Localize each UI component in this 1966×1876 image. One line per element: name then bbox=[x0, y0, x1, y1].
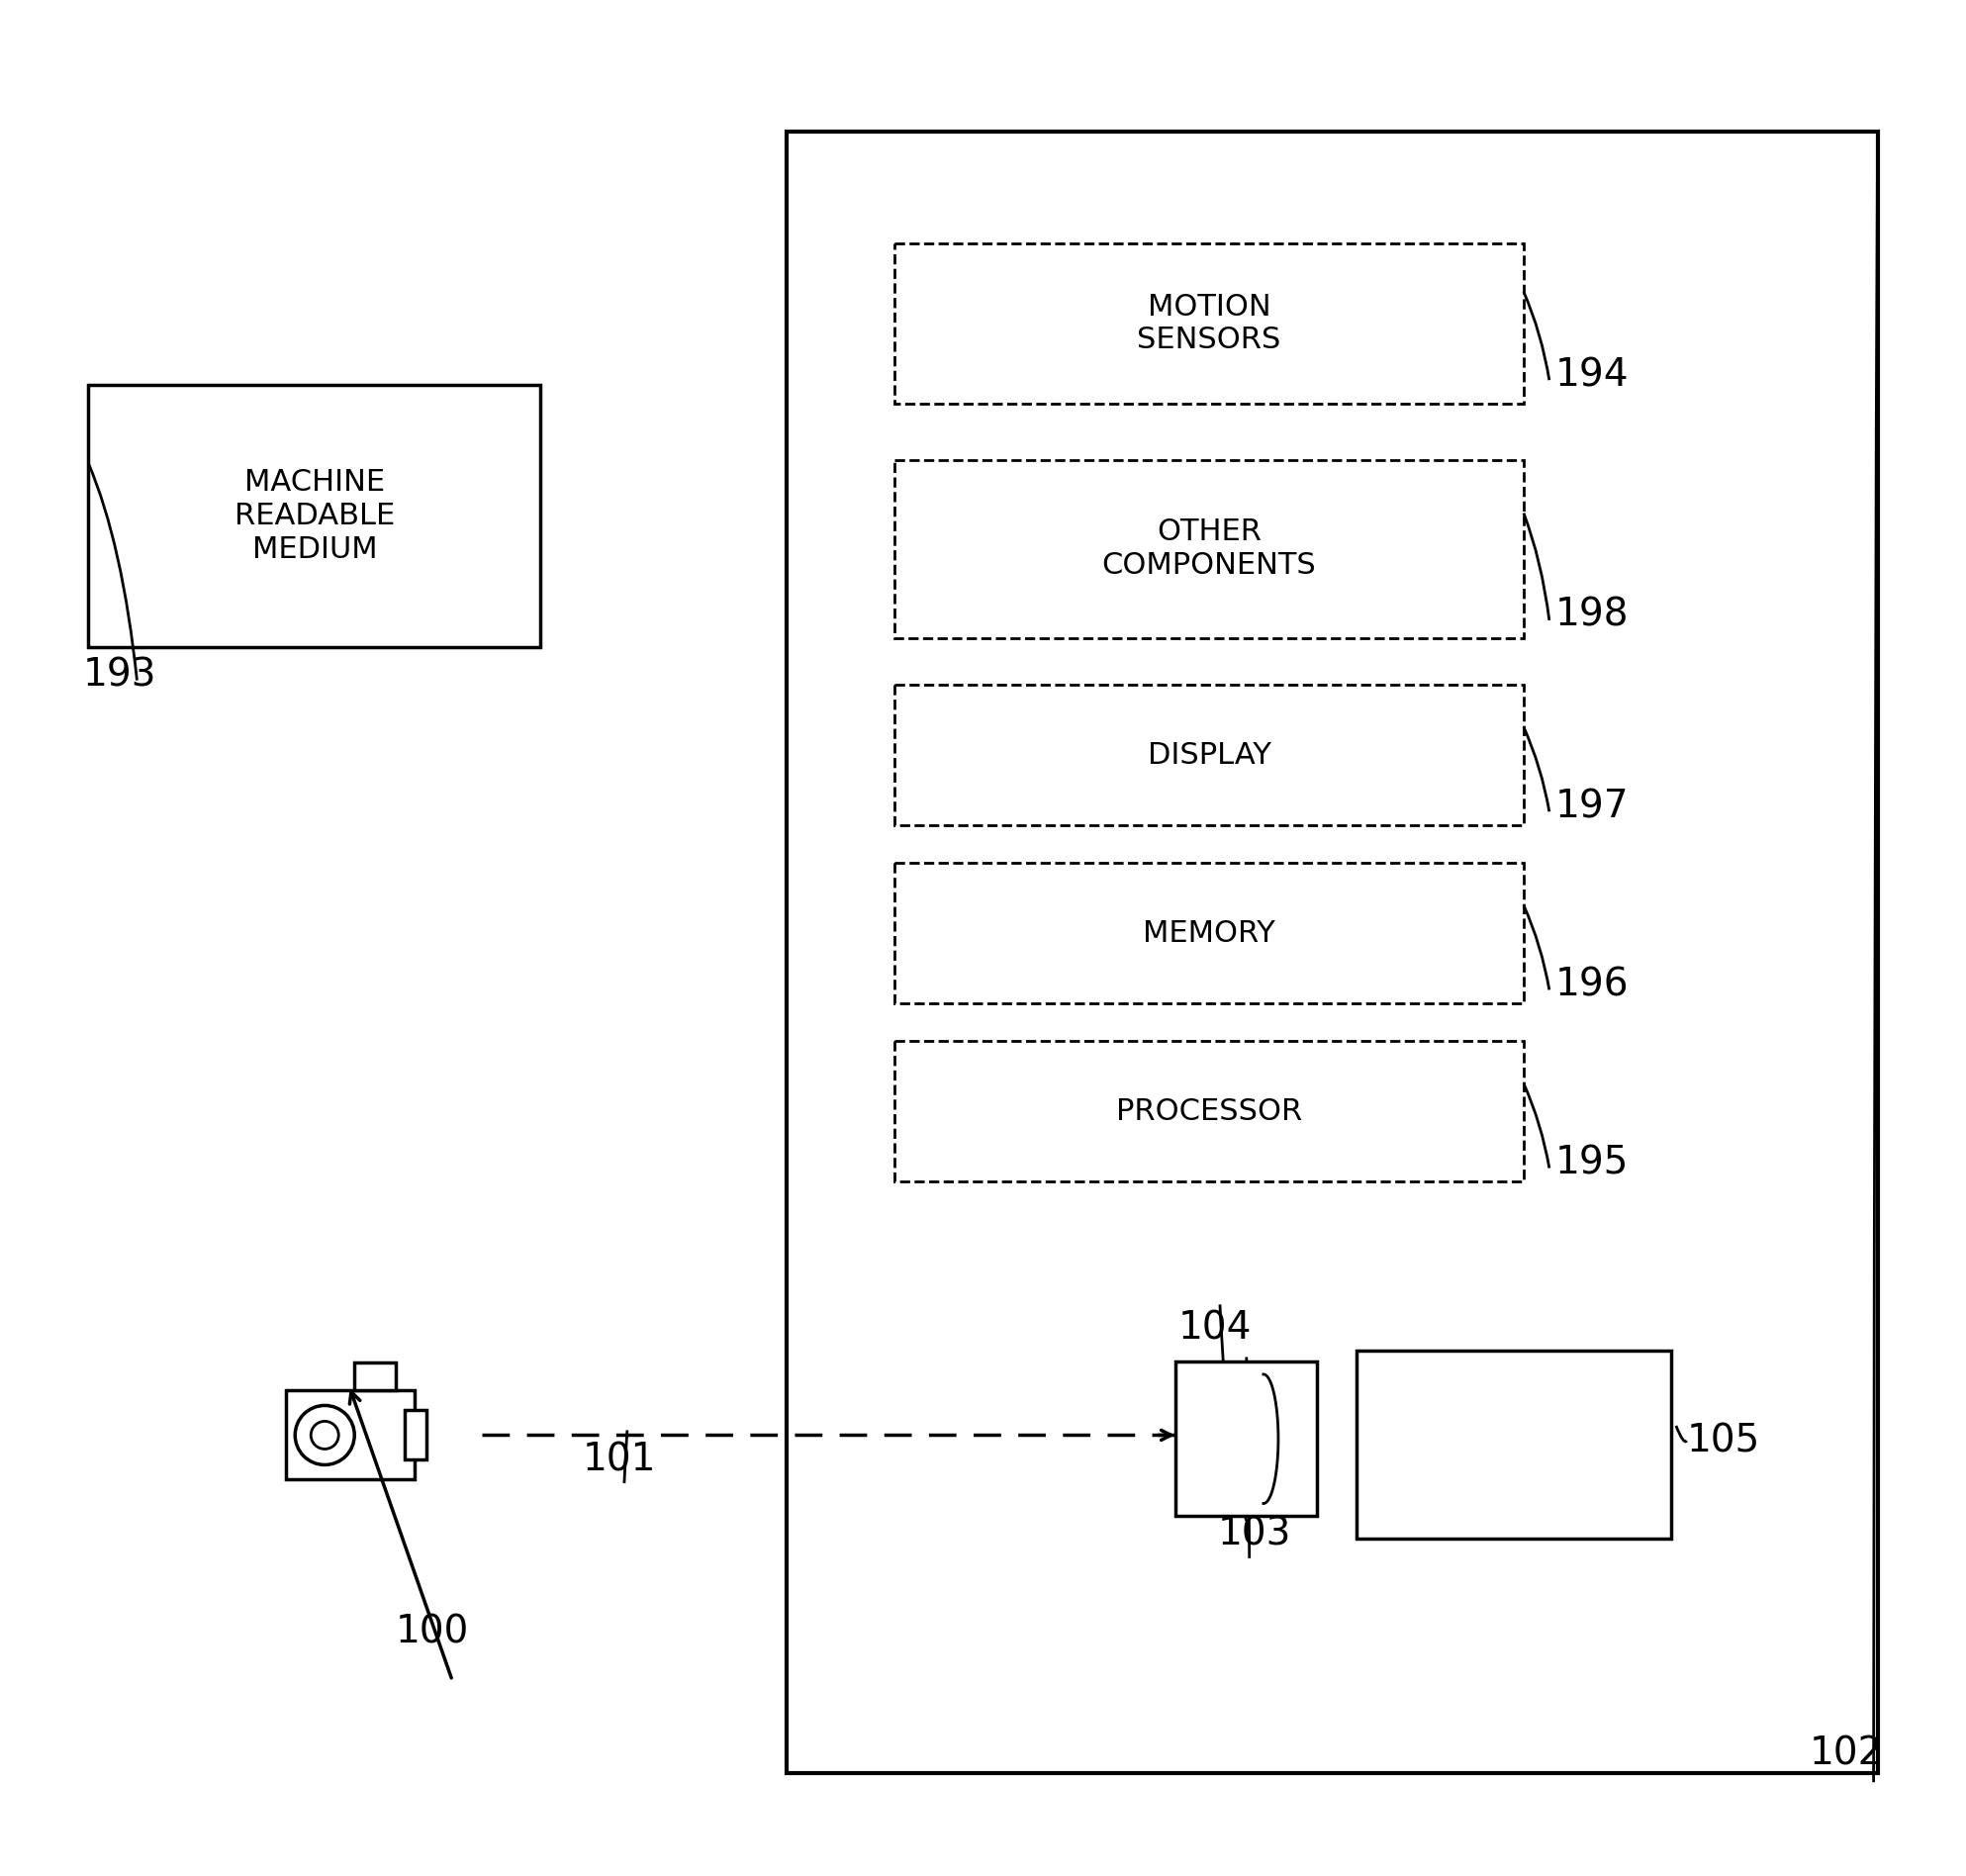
Bar bbox=[895, 863, 1524, 1004]
Bar bbox=[1357, 1351, 1671, 1538]
Bar bbox=[354, 1362, 395, 1390]
Text: 104: 104 bbox=[1178, 1309, 1252, 1347]
Bar bbox=[895, 1041, 1524, 1182]
Bar bbox=[88, 385, 541, 647]
Text: 103: 103 bbox=[1217, 1516, 1292, 1553]
Text: 194: 194 bbox=[1555, 356, 1630, 394]
Circle shape bbox=[295, 1405, 354, 1465]
Text: MEMORY: MEMORY bbox=[1142, 919, 1276, 947]
Bar bbox=[287, 1390, 415, 1480]
Text: 197: 197 bbox=[1555, 788, 1630, 825]
Bar bbox=[895, 460, 1524, 638]
Text: 105: 105 bbox=[1687, 1422, 1760, 1460]
Text: 195: 195 bbox=[1555, 1144, 1628, 1182]
Bar bbox=[1176, 1362, 1317, 1516]
Text: MOTION
SENSORS: MOTION SENSORS bbox=[1136, 293, 1282, 355]
Text: DISPLAY: DISPLAY bbox=[1148, 741, 1270, 769]
Bar bbox=[786, 131, 1878, 1773]
Text: 198: 198 bbox=[1555, 597, 1630, 634]
Text: OTHER
COMPONENTS: OTHER COMPONENTS bbox=[1101, 518, 1317, 580]
Circle shape bbox=[311, 1422, 338, 1448]
Text: 101: 101 bbox=[582, 1441, 657, 1478]
Text: MACHINE
READABLE
MEDIUM: MACHINE READABLE MEDIUM bbox=[234, 469, 395, 563]
Text: PROCESSOR: PROCESSOR bbox=[1117, 1097, 1301, 1126]
Text: 100: 100 bbox=[395, 1613, 470, 1651]
Bar bbox=[895, 685, 1524, 825]
Text: 196: 196 bbox=[1555, 966, 1630, 1004]
Bar bbox=[895, 244, 1524, 403]
Bar bbox=[405, 1411, 427, 1460]
Text: 193: 193 bbox=[83, 657, 155, 694]
Text: 102: 102 bbox=[1811, 1735, 1883, 1773]
